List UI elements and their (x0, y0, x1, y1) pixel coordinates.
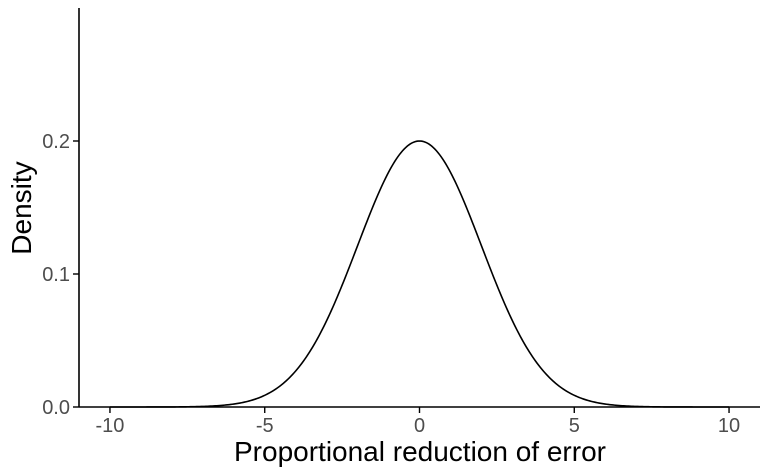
x-tick-label: -10 (96, 415, 125, 437)
y-tick-label: 0.1 (42, 264, 70, 286)
density-curve (109, 140, 730, 408)
x-tick-label: 5 (569, 415, 580, 437)
plot-area (109, 140, 730, 408)
y-axis-title: Density (6, 161, 37, 254)
x-axis-ticks: -10 -5 0 5 10 (96, 407, 740, 437)
x-tick-label: 0 (414, 415, 425, 437)
y-tick-label: 0.0 (42, 397, 70, 419)
x-tick-label: 10 (718, 415, 740, 437)
x-tick-label: -5 (256, 415, 274, 437)
y-tick-label: 0.2 (42, 131, 70, 153)
x-axis-title: Proportional reduction of error (234, 436, 606, 467)
y-axis-ticks: 0.0 0.1 0.2 (42, 131, 79, 419)
